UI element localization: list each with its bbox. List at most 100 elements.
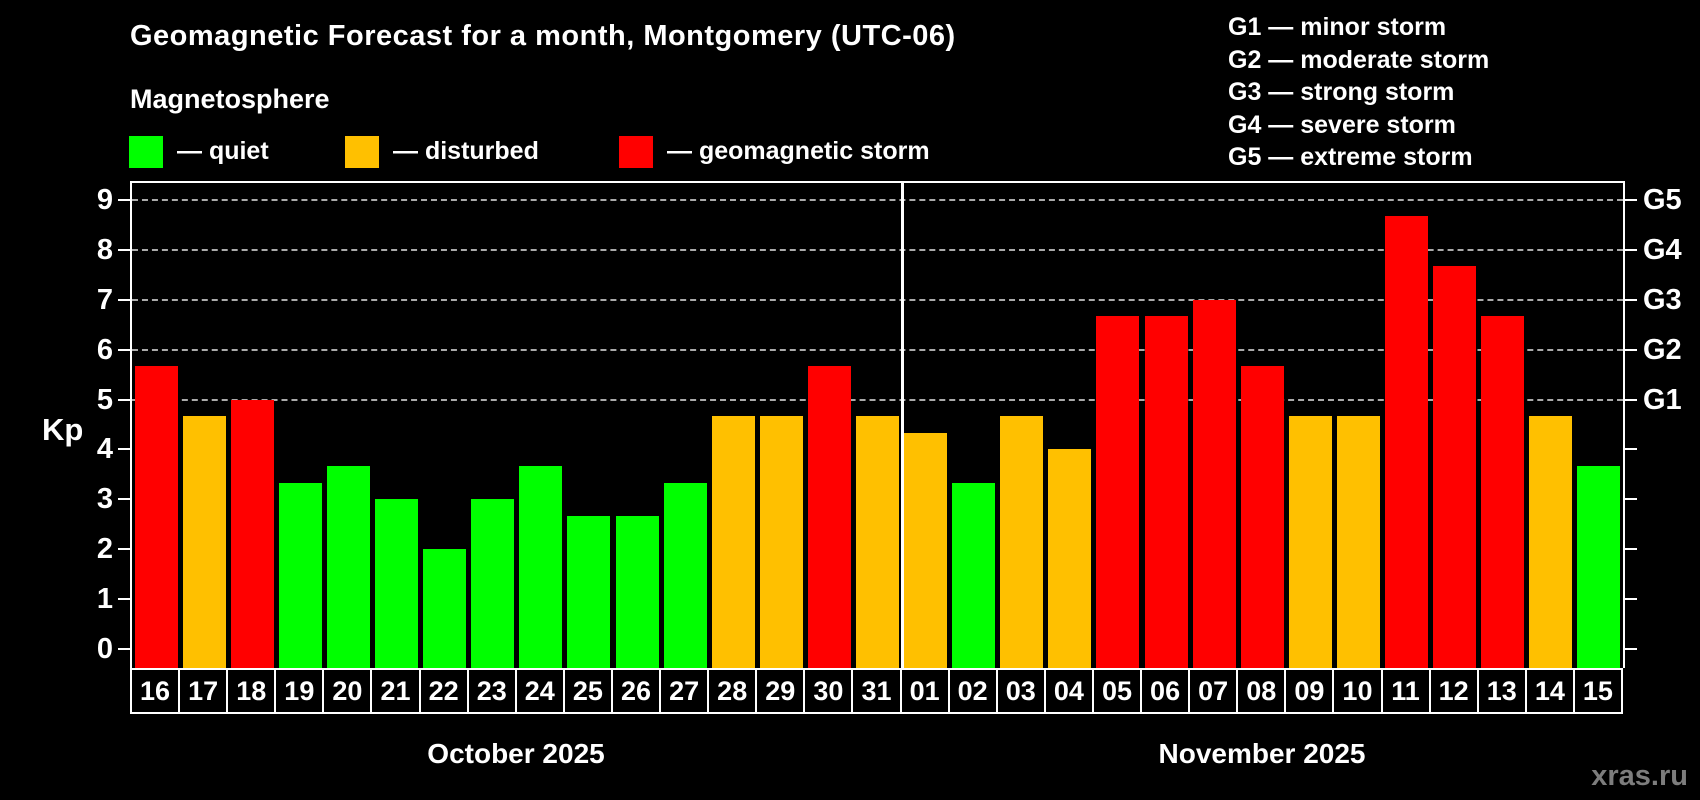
y-tick-label-6: 6: [96, 333, 113, 366]
day-label-03: 03: [995, 668, 1046, 714]
kp-bar-day-28: [711, 415, 755, 668]
y-tick-label-3: 3: [96, 483, 113, 516]
day-label-21: 21: [370, 668, 421, 714]
left-tick-kp6: [118, 348, 130, 351]
day-label-23: 23: [466, 668, 517, 714]
y-tick-label-8: 8: [96, 233, 113, 266]
gridline-kp9: [132, 198, 1623, 201]
kp-bar-day-17: [182, 415, 226, 668]
kp-bar-day-23: [471, 499, 515, 668]
day-label-05: 05: [1091, 668, 1143, 714]
day-label-13: 13: [1476, 668, 1527, 714]
kp-bar-day-20: [326, 465, 370, 668]
kp-bar-day-08: [1240, 366, 1284, 668]
kp-bar-day-24: [519, 465, 563, 668]
left-tick-kp9: [118, 198, 130, 201]
legend-item-disturbed: — disturbed: [345, 135, 539, 168]
right-tick-kp6: [1625, 348, 1637, 351]
day-label-17: 17: [178, 668, 229, 714]
day-label-14: 14: [1524, 668, 1575, 714]
disturbed-color-swatch: [345, 135, 379, 168]
kp-bar-day-10: [1336, 415, 1380, 668]
right-axis-label-g5: G5: [1643, 183, 1682, 216]
right-tick-kp0: [1625, 648, 1637, 650]
magnetosphere-subtitle: Magnetosphere: [130, 84, 330, 114]
kp-bar-day-03: [1000, 415, 1044, 668]
day-label-20: 20: [322, 668, 373, 714]
day-label-28: 28: [707, 668, 758, 714]
y-tick-label-7: 7: [96, 283, 113, 316]
day-label-26: 26: [610, 668, 662, 714]
kp-bar-day-25: [567, 515, 611, 668]
day-label-24: 24: [514, 668, 565, 714]
g5-legend-line: G5 — extreme storm: [1228, 143, 1473, 171]
gridline-kp7: [132, 298, 1623, 301]
kp-bar-day-07: [1192, 299, 1236, 668]
kp-bar-day-02: [952, 482, 996, 668]
left-tick-kp3: [118, 498, 130, 501]
plot-area: [130, 181, 1625, 668]
left-tick-kp4: [118, 448, 130, 451]
left-tick-kp7: [118, 298, 130, 301]
month-divider-line: [900, 183, 904, 668]
legend-item-storm: — geomagnetic storm: [619, 135, 930, 168]
right-tick-kp3: [1625, 498, 1637, 501]
kp-bar-day-05: [1096, 316, 1140, 668]
kp-bar-day-19: [278, 482, 322, 668]
right-axis-label-g3: G3: [1643, 283, 1682, 316]
y-tick-label-5: 5: [96, 383, 113, 416]
right-tick-kp1: [1625, 598, 1637, 601]
day-labels-row: 16 17 18 19 20 21 22 23 24 25 26 27 28 29 30 31 01 02 03 04…: [130, 668, 1625, 716]
legend-label-quiet: — quiet: [177, 137, 269, 165]
kp-bar-day-27: [663, 482, 707, 668]
kp-bar-day-04: [1048, 449, 1092, 668]
g-scale-legend: G1 — minor storm G2 — moderate storm G3 …: [1228, 11, 1489, 174]
kp-bar-day-01: [904, 432, 948, 668]
day-label-01: 01: [899, 668, 950, 714]
day-label-19: 19: [274, 668, 325, 714]
gridline-kp8: [132, 248, 1623, 251]
kp-bar-day-30: [807, 366, 851, 668]
kp-bar-day-15: [1577, 465, 1621, 668]
kp-bar-day-14: [1529, 415, 1573, 668]
day-label-04: 04: [1043, 668, 1094, 714]
month-label-november: November 2025: [1158, 738, 1366, 769]
kp-bar-day-13: [1481, 316, 1525, 668]
page-title: Geomagnetic Forecast for a month, Montgo…: [130, 20, 956, 52]
gridline-kp6: [132, 348, 1623, 351]
kp-bar-day-12: [1433, 266, 1477, 668]
right-tick-kp5: [1625, 398, 1637, 401]
left-tick-kp2: [118, 548, 130, 551]
right-axis-label-g4: G4: [1643, 233, 1682, 266]
day-label-16: 16: [130, 668, 181, 714]
right-tick-kp4: [1625, 448, 1637, 451]
month-label-october: October 2025: [427, 738, 605, 769]
quiet-color-swatch: [129, 135, 163, 168]
kp-bar-day-18: [230, 399, 274, 668]
day-label-12: 12: [1428, 668, 1479, 714]
left-tick-kp1: [118, 598, 130, 601]
g2-legend-line: G2 — moderate storm: [1228, 45, 1490, 74]
kp-bar-day-11: [1385, 216, 1429, 668]
day-label-30: 30: [803, 668, 854, 714]
y-tick-label-9: 9: [96, 183, 113, 216]
right-tick-kp2: [1625, 548, 1637, 551]
day-label-02: 02: [947, 668, 998, 714]
watermark: xras.ru: [1591, 760, 1688, 792]
kp-bar-day-21: [375, 499, 419, 668]
day-label-29: 29: [755, 668, 806, 714]
day-label-31: 31: [851, 668, 902, 714]
day-label-09: 09: [1284, 668, 1335, 714]
kp-bar-day-26: [615, 515, 659, 668]
day-label-22: 22: [418, 668, 469, 714]
day-label-25: 25: [562, 668, 613, 714]
legend-label-disturbed: — disturbed: [393, 137, 539, 165]
kp-bar-day-22: [423, 549, 467, 668]
right-tick-kp9: [1625, 198, 1637, 201]
right-axis-label-g1: G1: [1643, 383, 1682, 416]
kp-bar-day-29: [759, 415, 803, 668]
day-label-11: 11: [1380, 668, 1431, 714]
day-label-08: 08: [1236, 668, 1287, 714]
left-tick-kp8: [118, 248, 130, 251]
day-label-10: 10: [1332, 668, 1383, 714]
